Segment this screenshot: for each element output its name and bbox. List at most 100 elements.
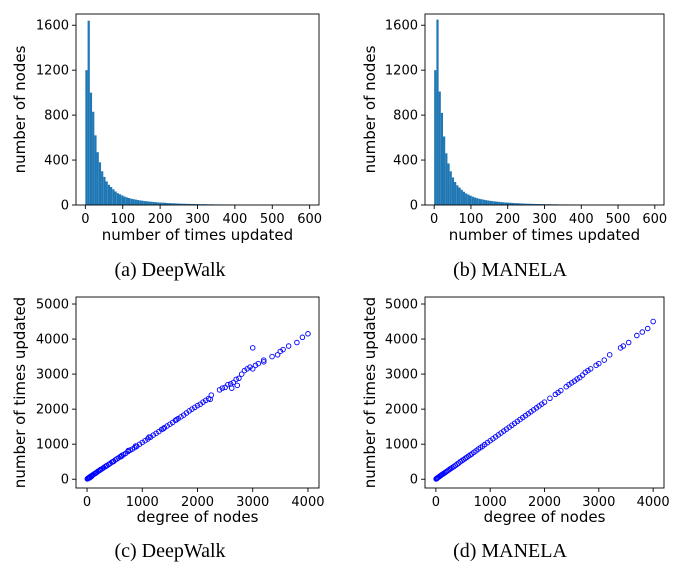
scatter-point: [150, 432, 157, 438]
histogram-bar: [114, 191, 117, 205]
histogram-bar: [524, 203, 527, 205]
histogram-bar: [491, 201, 494, 205]
histogram-bar: [438, 91, 441, 205]
scatter-point: [244, 366, 250, 372]
histogram-bar: [157, 202, 160, 205]
histogram-bar: [480, 199, 483, 205]
histogram-bar: [520, 203, 523, 205]
histogram-bar: [460, 189, 463, 205]
y-tick-label: 3000: [385, 368, 418, 383]
histogram-bar: [170, 203, 173, 205]
histogram-bar: [531, 203, 534, 205]
scatter-point: [233, 376, 239, 383]
plot-area: [433, 318, 656, 482]
x-axis-label: number of times updated: [449, 226, 640, 244]
y-tick-label: 1000: [36, 438, 69, 453]
x-tick-label: 600: [297, 212, 322, 227]
scatter-point: [125, 447, 132, 454]
scatter-point: [566, 381, 572, 388]
histogram-bar: [172, 203, 176, 205]
y-tick-label: 1200: [36, 64, 69, 79]
histogram-bar: [449, 171, 452, 205]
histogram-bar: [141, 200, 144, 205]
scatter-point: [261, 359, 267, 365]
scatter-point: [132, 443, 139, 449]
scatter-point: [249, 345, 256, 351]
scatter-point: [582, 369, 588, 376]
scatter-point: [558, 387, 564, 394]
histogram-bar: [456, 185, 459, 205]
scatter-point: [225, 381, 231, 388]
scatter-point: [142, 437, 148, 444]
x-tick-label: 0: [430, 212, 438, 227]
scatter-point: [634, 332, 640, 339]
histogram-bar: [94, 135, 97, 205]
histogram-bar: [152, 201, 155, 205]
x-tick-label: 500: [260, 212, 285, 227]
scatter-point: [541, 399, 548, 405]
histogram-bar: [179, 203, 182, 205]
scatter-point: [568, 380, 575, 386]
scatter-point: [280, 346, 286, 353]
histogram-bar: [473, 197, 477, 205]
histogram-bar: [504, 202, 507, 205]
y-tick-label: 2000: [36, 403, 69, 418]
x-tick-label: 400: [569, 212, 594, 227]
scatter-point: [238, 371, 245, 377]
y-tick-label: 0: [61, 473, 69, 488]
subfigure-caption: (b) MANELA: [453, 259, 567, 281]
y-tick-label: 800: [393, 109, 418, 124]
scatter-point: [252, 362, 259, 369]
histogram-bar: [513, 203, 516, 205]
histogram-bar: [181, 203, 185, 205]
y-tick-label: 4000: [36, 333, 69, 348]
histogram-bar: [85, 70, 88, 205]
scatter-point: [650, 318, 656, 325]
x-tick-label: 4000: [291, 495, 324, 510]
subfigure-caption: (d) MANELA: [453, 540, 567, 562]
histogram-bar: [186, 203, 189, 205]
histogram-bar: [125, 197, 128, 205]
histogram-bar: [447, 163, 450, 205]
scatter-point: [207, 396, 213, 403]
scatter-point: [97, 467, 104, 473]
histogram-bar: [515, 203, 519, 205]
histogram-bar: [526, 203, 530, 205]
histogram-bar: [465, 193, 468, 205]
scatter-point: [261, 357, 267, 363]
histogram-bar: [89, 92, 93, 205]
histogram-bar: [148, 201, 151, 205]
scatter-point: [194, 402, 201, 409]
histogram-bar: [434, 70, 437, 205]
scatter-point: [593, 362, 599, 369]
histogram-bar: [458, 187, 461, 205]
histogram-bar: [123, 196, 126, 205]
scatter-point: [178, 414, 184, 420]
histogram-bar: [436, 19, 439, 205]
histogram-bar: [136, 200, 140, 205]
scatter-point: [222, 384, 228, 391]
x-axis-label: degree of nodes: [137, 508, 259, 526]
histogram-bar: [500, 202, 503, 205]
histogram-bar: [467, 194, 470, 205]
scatter-point: [299, 334, 306, 341]
histogram-bar: [98, 162, 102, 205]
scatter-point: [596, 360, 602, 367]
scatter-point: [230, 379, 237, 386]
histogram-bar: [511, 202, 514, 205]
x-tick-label: 0: [81, 212, 89, 227]
x-tick-label: 100: [110, 212, 135, 227]
y-tick-label: 3000: [36, 368, 69, 383]
x-tick-label: 100: [459, 212, 484, 227]
histogram-bar: [498, 201, 501, 205]
histogram-bar: [471, 196, 474, 205]
plot-area: [85, 20, 303, 205]
histogram-bar: [509, 202, 512, 205]
histogram-bar: [87, 20, 90, 205]
y-axis-label: number of nodes: [11, 45, 29, 173]
scatter-point: [219, 385, 226, 391]
subfigure-caption: (c) DeepWalk: [114, 540, 225, 562]
y-tick-label: 400: [393, 154, 418, 169]
plot-area: [434, 19, 649, 205]
